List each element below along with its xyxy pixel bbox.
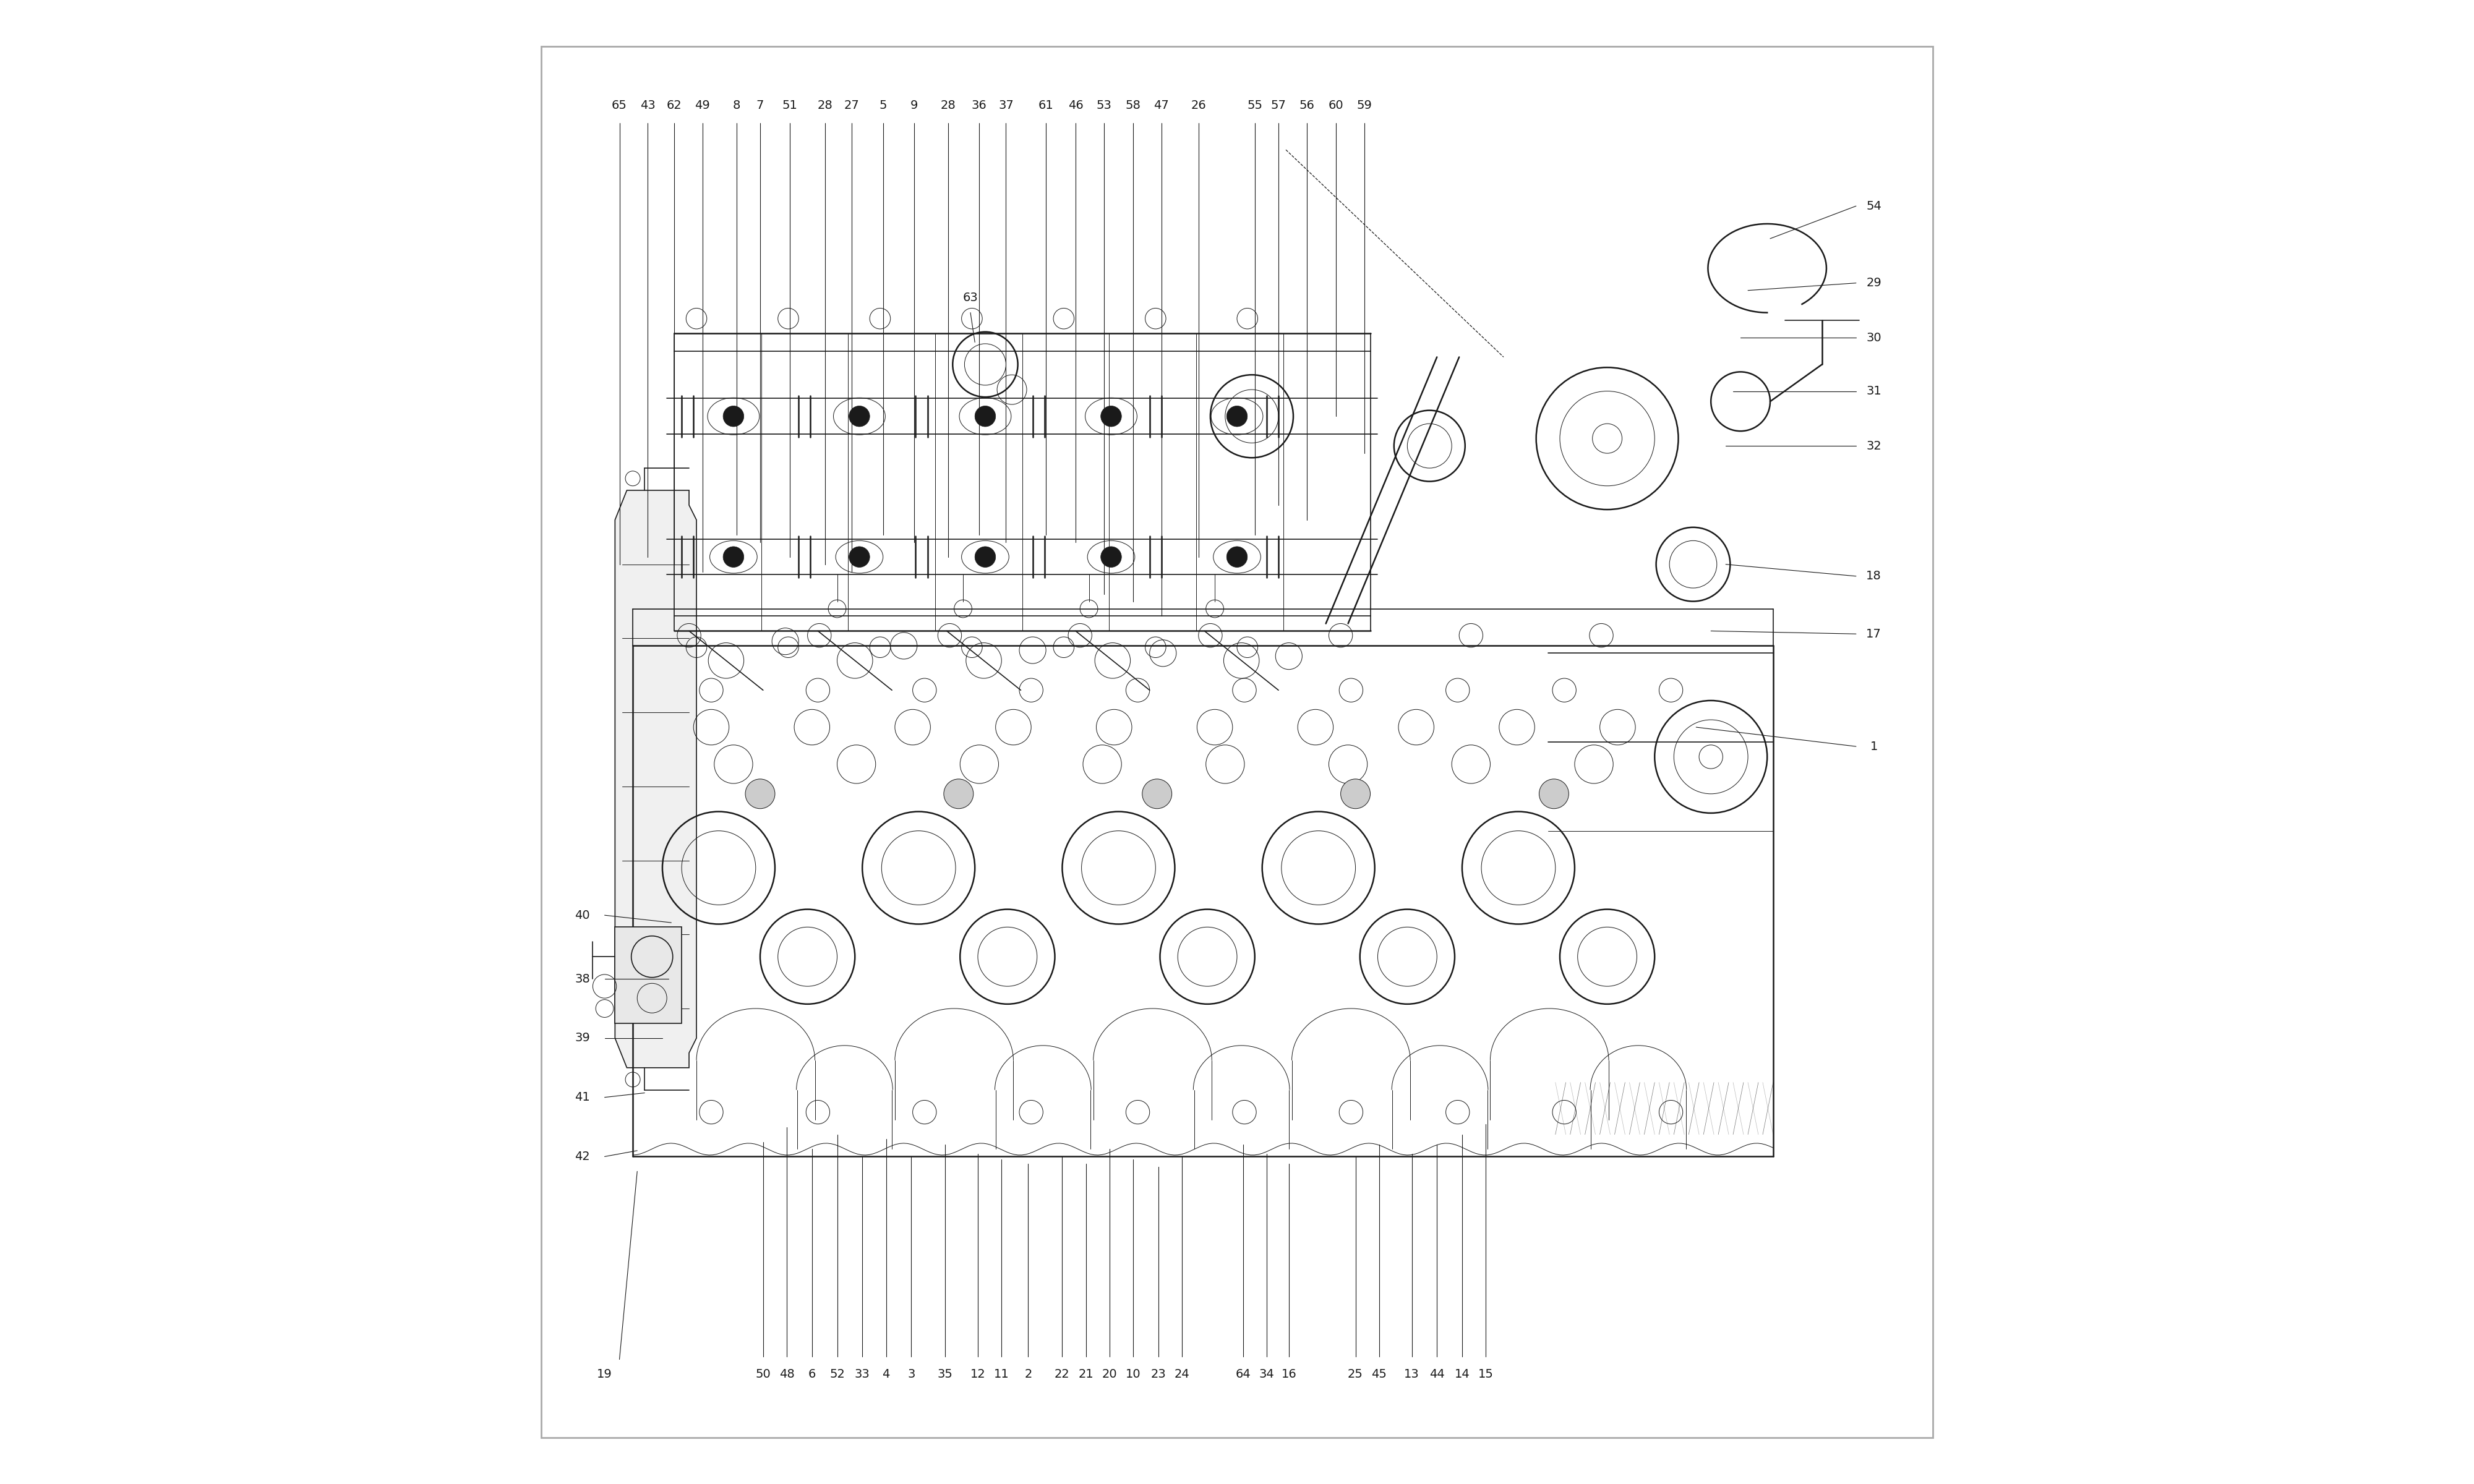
Circle shape <box>722 407 745 426</box>
Text: 8: 8 <box>732 99 740 111</box>
Text: 24: 24 <box>1175 1368 1190 1380</box>
Text: 52: 52 <box>829 1368 844 1380</box>
Text: 61: 61 <box>1039 99 1054 111</box>
Text: 63: 63 <box>962 292 977 304</box>
Text: 26: 26 <box>1190 99 1207 111</box>
Text: 21: 21 <box>1079 1368 1094 1380</box>
Text: 40: 40 <box>574 910 589 922</box>
Circle shape <box>849 546 871 567</box>
Circle shape <box>1101 546 1121 567</box>
Text: 45: 45 <box>1371 1368 1388 1380</box>
Text: 6: 6 <box>809 1368 816 1380</box>
Circle shape <box>849 407 871 426</box>
Text: 29: 29 <box>1865 278 1880 289</box>
Text: 17: 17 <box>1865 628 1880 640</box>
Text: 47: 47 <box>1153 99 1170 111</box>
Text: 20: 20 <box>1101 1368 1118 1380</box>
Text: 33: 33 <box>854 1368 871 1380</box>
Text: 59: 59 <box>1356 99 1373 111</box>
Circle shape <box>722 546 745 567</box>
Text: 11: 11 <box>995 1368 1009 1380</box>
Text: 50: 50 <box>755 1368 772 1380</box>
Text: 28: 28 <box>816 99 834 111</box>
Text: 64: 64 <box>1235 1368 1249 1380</box>
Text: 62: 62 <box>666 99 683 111</box>
Text: 54: 54 <box>1865 200 1883 212</box>
Circle shape <box>1227 546 1247 567</box>
Text: 34: 34 <box>1259 1368 1274 1380</box>
Text: 31: 31 <box>1865 386 1880 398</box>
Text: 10: 10 <box>1126 1368 1141 1380</box>
Circle shape <box>745 779 774 809</box>
Text: 37: 37 <box>999 99 1014 111</box>
Text: 60: 60 <box>1329 99 1343 111</box>
Text: 27: 27 <box>844 99 858 111</box>
Circle shape <box>975 407 995 426</box>
Text: 57: 57 <box>1272 99 1286 111</box>
Text: 65: 65 <box>611 99 626 111</box>
Circle shape <box>1227 407 1247 426</box>
Text: 55: 55 <box>1247 99 1262 111</box>
Text: 1: 1 <box>1870 741 1878 752</box>
Text: 7: 7 <box>757 99 764 111</box>
Text: 28: 28 <box>940 99 955 111</box>
Text: 46: 46 <box>1069 99 1084 111</box>
Text: 56: 56 <box>1299 99 1314 111</box>
Text: 22: 22 <box>1054 1368 1069 1380</box>
Text: 16: 16 <box>1282 1368 1296 1380</box>
Text: 15: 15 <box>1477 1368 1494 1380</box>
Text: 14: 14 <box>1455 1368 1470 1380</box>
Circle shape <box>1143 779 1173 809</box>
Text: 19: 19 <box>596 1368 611 1380</box>
Text: 18: 18 <box>1865 570 1880 582</box>
Text: 58: 58 <box>1126 99 1141 111</box>
Text: 41: 41 <box>574 1091 591 1103</box>
Polygon shape <box>616 927 683 1024</box>
Circle shape <box>943 779 972 809</box>
Text: 12: 12 <box>970 1368 985 1380</box>
Circle shape <box>1341 779 1371 809</box>
Text: 30: 30 <box>1865 332 1880 344</box>
Text: 25: 25 <box>1348 1368 1363 1380</box>
Text: 3: 3 <box>908 1368 915 1380</box>
Text: 53: 53 <box>1096 99 1111 111</box>
Text: 13: 13 <box>1405 1368 1420 1380</box>
Text: 9: 9 <box>910 99 918 111</box>
Circle shape <box>1101 407 1121 426</box>
Text: 2: 2 <box>1024 1368 1032 1380</box>
Text: 49: 49 <box>695 99 710 111</box>
Text: 43: 43 <box>641 99 656 111</box>
Text: 44: 44 <box>1430 1368 1445 1380</box>
Text: 23: 23 <box>1150 1368 1165 1380</box>
Text: 39: 39 <box>574 1033 591 1043</box>
Text: 38: 38 <box>574 974 591 985</box>
Circle shape <box>1539 779 1569 809</box>
Text: 4: 4 <box>883 1368 891 1380</box>
Circle shape <box>975 546 995 567</box>
Text: 48: 48 <box>779 1368 794 1380</box>
Text: 32: 32 <box>1865 441 1880 451</box>
Text: 35: 35 <box>938 1368 952 1380</box>
Text: 42: 42 <box>574 1150 591 1162</box>
Text: 5: 5 <box>878 99 886 111</box>
Text: 51: 51 <box>782 99 797 111</box>
Polygon shape <box>616 490 698 1067</box>
Text: 36: 36 <box>972 99 987 111</box>
